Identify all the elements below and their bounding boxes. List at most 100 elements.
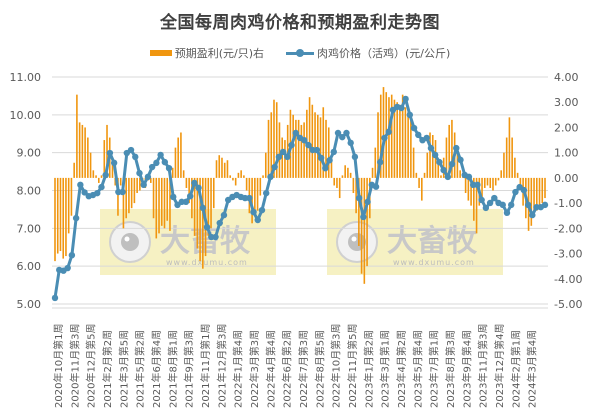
profit-bar bbox=[333, 177, 336, 186]
profit-bar bbox=[254, 177, 256, 216]
profit-bar bbox=[410, 117, 412, 178]
x-tick-label: 2024年3月第4周 bbox=[526, 330, 539, 408]
price-marker bbox=[343, 129, 350, 137]
svg-text:www.dxumu.com: www.dxumu.com bbox=[166, 258, 248, 267]
profit-bar bbox=[379, 94, 382, 178]
price-marker bbox=[136, 169, 143, 177]
profit-bar bbox=[371, 167, 374, 178]
profit-bar bbox=[267, 119, 270, 178]
profit-bar bbox=[530, 177, 533, 226]
profit-bar bbox=[221, 157, 223, 178]
profit-bar bbox=[70, 177, 73, 216]
price-marker bbox=[127, 146, 135, 154]
x-tick-label: 2021年6月第4周 bbox=[150, 330, 163, 408]
y-right-tick: -4.00 bbox=[554, 273, 582, 286]
price-marker bbox=[508, 201, 515, 209]
legend-item-profit: 预期盈利(元/只)右 bbox=[149, 45, 264, 61]
profit-bar bbox=[119, 177, 122, 186]
y-right-tick: 4.00 bbox=[554, 71, 579, 84]
price-marker bbox=[250, 208, 257, 216]
price-marker bbox=[258, 206, 266, 214]
profit-bar bbox=[349, 172, 352, 178]
price-marker bbox=[339, 133, 346, 141]
profit-bar bbox=[505, 137, 508, 178]
price-marker bbox=[326, 157, 333, 164]
profit-bar bbox=[199, 177, 201, 262]
profit-bar bbox=[295, 119, 297, 178]
price-marker bbox=[148, 163, 156, 171]
profit-bar bbox=[481, 177, 483, 199]
profit-bar bbox=[360, 177, 363, 274]
profit-bar bbox=[62, 177, 65, 259]
profit-bar bbox=[358, 177, 360, 246]
y-right-tick: -1.00 bbox=[554, 197, 582, 210]
profit-bar bbox=[111, 162, 114, 178]
profit-bar bbox=[541, 177, 544, 204]
price-marker bbox=[372, 183, 380, 190]
profit-bar bbox=[54, 177, 56, 262]
profit-bar bbox=[166, 177, 169, 221]
profit-bar bbox=[78, 122, 81, 178]
profit-bar bbox=[448, 124, 450, 178]
profit-bar bbox=[316, 114, 319, 178]
profit-bar bbox=[401, 94, 404, 178]
profit-bar bbox=[223, 162, 226, 178]
profit-bar bbox=[464, 177, 467, 194]
price-marker bbox=[440, 166, 447, 174]
x-tick-label: 2023年11月第3周 bbox=[477, 323, 490, 408]
x-tick-label: 2020年11月第3周 bbox=[68, 323, 81, 408]
price-marker bbox=[157, 151, 164, 159]
y-right-tick: -5.00 bbox=[554, 298, 582, 311]
profit-bar bbox=[341, 175, 344, 178]
profit-bar bbox=[136, 177, 138, 194]
profit-bar bbox=[240, 170, 242, 178]
profit-bar bbox=[103, 140, 106, 178]
x-tick-label: 2022年7月第3周 bbox=[297, 330, 310, 408]
price-marker bbox=[351, 153, 359, 161]
profit-bar bbox=[67, 177, 70, 234]
price-marker bbox=[263, 189, 270, 197]
price-marker bbox=[474, 181, 481, 189]
profit-bar bbox=[114, 177, 117, 186]
y-left-tick: 11.00 bbox=[10, 71, 42, 84]
profit-bar bbox=[106, 124, 108, 178]
profit-bar bbox=[399, 104, 401, 178]
profit-bar bbox=[196, 177, 199, 249]
profit-bar bbox=[538, 177, 541, 209]
profit-bar bbox=[445, 137, 448, 178]
profit-bar bbox=[89, 152, 92, 178]
profit-bar bbox=[516, 172, 519, 178]
profit-bar bbox=[475, 177, 478, 234]
y-right-tick: 3.00 bbox=[554, 96, 579, 109]
price-marker bbox=[153, 159, 160, 167]
profit-bar bbox=[470, 177, 472, 206]
profit-bar bbox=[407, 112, 409, 178]
price-marker bbox=[427, 144, 435, 152]
price-marker bbox=[423, 134, 430, 142]
price-marker bbox=[203, 223, 211, 231]
price-marker bbox=[499, 201, 506, 209]
profit-bar bbox=[327, 127, 330, 178]
price-marker bbox=[119, 188, 126, 196]
y-right-tick: -3.00 bbox=[554, 248, 582, 261]
profit-bar bbox=[155, 177, 158, 239]
profit-bar bbox=[377, 112, 379, 178]
x-tick-label: 2023年8月第3周 bbox=[444, 330, 457, 408]
price-marker bbox=[330, 148, 337, 156]
price-marker bbox=[520, 186, 528, 194]
legend-label-price: 肉鸡价格（活鸡）(元/公斤) bbox=[317, 47, 451, 60]
y-axis-left: 11.00 10.00 9.00 8.00 7.00 6.00 5.00 bbox=[10, 71, 42, 311]
price-marker bbox=[186, 192, 194, 200]
profit-bar bbox=[264, 152, 267, 178]
x-tick-label: 2022年1月第4周 bbox=[232, 330, 245, 408]
profit-bar bbox=[59, 177, 62, 252]
profit-bar bbox=[423, 172, 426, 178]
price-marker bbox=[415, 131, 422, 139]
price-marker bbox=[161, 158, 169, 166]
profit-bar bbox=[286, 124, 289, 178]
price-marker bbox=[267, 173, 274, 181]
x-tick-label: 2023年5月第4周 bbox=[411, 330, 424, 408]
price-marker bbox=[292, 129, 299, 137]
